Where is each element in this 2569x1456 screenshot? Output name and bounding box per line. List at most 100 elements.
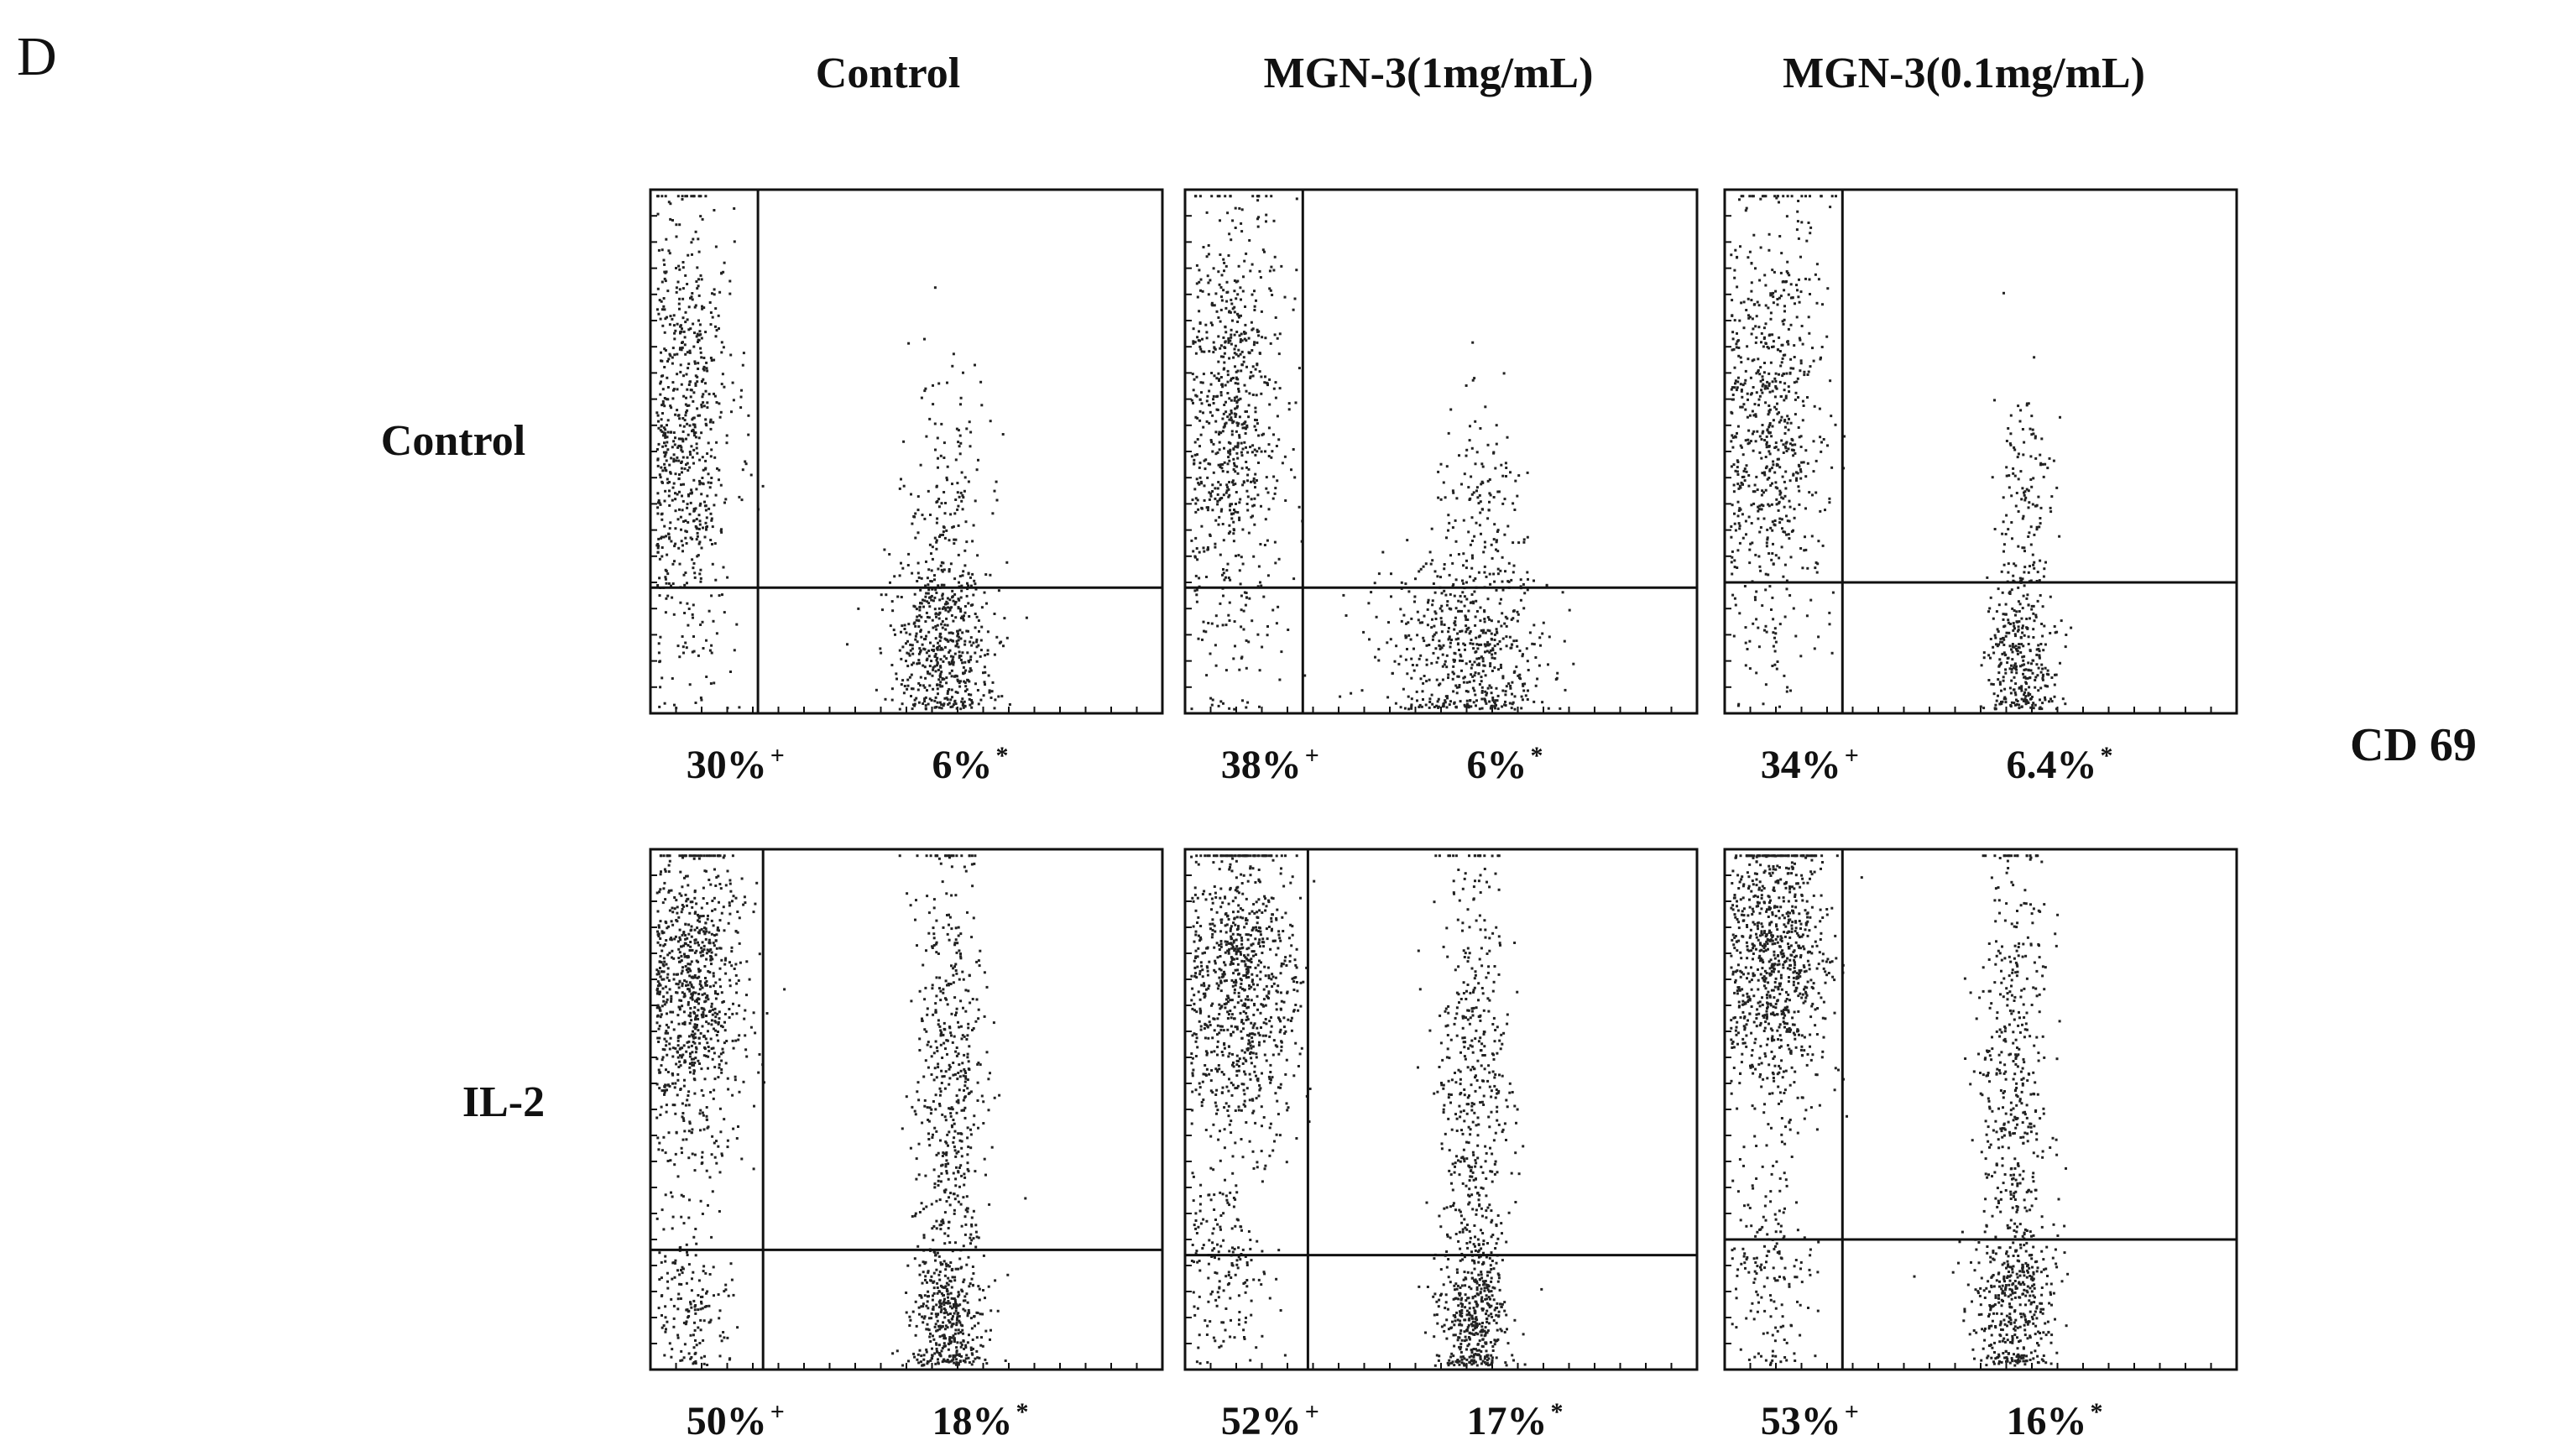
event-dot bbox=[1517, 474, 1521, 478]
event-dot bbox=[684, 195, 687, 198]
event-dot bbox=[916, 618, 920, 622]
event-dot bbox=[2027, 506, 2030, 509]
event-dot bbox=[1803, 549, 1806, 552]
event-dot bbox=[1500, 666, 1502, 670]
event-dot bbox=[1748, 639, 1752, 643]
event-dot bbox=[2019, 470, 2023, 473]
event-dot bbox=[2044, 696, 2046, 699]
event-dot bbox=[701, 305, 703, 308]
event-dot bbox=[1528, 631, 1532, 634]
event-dot bbox=[671, 1010, 675, 1014]
event-dot bbox=[661, 1149, 664, 1152]
event-dot bbox=[1780, 545, 1783, 549]
event-dot bbox=[681, 1138, 685, 1141]
event-dot bbox=[1489, 493, 1492, 497]
event-dot bbox=[1787, 327, 1790, 331]
event-dot bbox=[1831, 591, 1835, 594]
event-dot bbox=[661, 518, 664, 521]
event-dot bbox=[1272, 219, 1276, 222]
event-dot bbox=[1761, 195, 1764, 198]
event-dot bbox=[681, 544, 684, 547]
event-dot bbox=[1447, 673, 1450, 676]
event-dot bbox=[958, 685, 962, 688]
event-dot bbox=[1253, 341, 1256, 344]
event-dot bbox=[697, 554, 700, 557]
event-dot bbox=[1239, 397, 1242, 400]
event-dot bbox=[898, 487, 901, 490]
event-dot bbox=[964, 520, 968, 524]
event-dot bbox=[1486, 616, 1490, 619]
event-dot bbox=[683, 979, 687, 982]
event-dot bbox=[677, 459, 681, 462]
event-dot bbox=[685, 530, 688, 534]
event-dot bbox=[1773, 395, 1777, 399]
event-dot bbox=[691, 1061, 694, 1064]
event-dot bbox=[954, 458, 958, 462]
event-dot bbox=[685, 1050, 688, 1053]
event-dot bbox=[677, 916, 681, 919]
event-dot bbox=[670, 920, 673, 923]
event-dot bbox=[726, 1145, 729, 1149]
event-dot bbox=[1778, 201, 1780, 204]
event-dot bbox=[2017, 600, 2020, 603]
event-dot bbox=[989, 697, 993, 699]
event-dot bbox=[2022, 453, 2025, 457]
event-dot bbox=[704, 977, 707, 979]
event-dot bbox=[1410, 705, 1413, 708]
event-dot bbox=[2012, 688, 2015, 691]
event-dots bbox=[655, 195, 1028, 711]
event-dot bbox=[701, 477, 704, 479]
event-dot bbox=[1207, 281, 1210, 284]
event-dot bbox=[1221, 624, 1224, 627]
event-dot bbox=[700, 546, 703, 550]
event-dot bbox=[693, 928, 697, 932]
event-dot bbox=[1458, 454, 1460, 457]
event-dot bbox=[700, 379, 703, 383]
event-dot bbox=[681, 456, 685, 459]
event-dot bbox=[1222, 702, 1224, 705]
event-dot bbox=[709, 958, 713, 961]
event-dot bbox=[1512, 502, 1515, 505]
event-dot bbox=[718, 883, 722, 885]
event-dot bbox=[945, 638, 948, 641]
event-dot bbox=[1407, 634, 1411, 637]
event-dot bbox=[659, 888, 662, 891]
event-dot bbox=[1512, 639, 1516, 643]
event-dot bbox=[697, 362, 700, 365]
event-dot bbox=[1203, 550, 1206, 553]
event-dot bbox=[1257, 446, 1261, 450]
event-dot bbox=[1249, 446, 1252, 449]
event-dot bbox=[1234, 415, 1237, 418]
event-dot bbox=[1767, 410, 1771, 414]
event-dot bbox=[2012, 629, 2015, 632]
event-dot bbox=[1227, 456, 1230, 459]
event-dot bbox=[1486, 691, 1489, 695]
event-dot bbox=[1762, 702, 1765, 706]
event-dot bbox=[740, 389, 743, 392]
event-dot bbox=[1767, 413, 1770, 416]
event-dot bbox=[1206, 476, 1209, 479]
event-dot bbox=[1466, 618, 1470, 621]
event-dot bbox=[667, 494, 671, 498]
event-dot bbox=[2022, 594, 2025, 598]
event-dot bbox=[724, 957, 728, 960]
event-dot bbox=[1758, 373, 1762, 376]
event-dot bbox=[1485, 693, 1488, 697]
event-dot bbox=[2026, 627, 2029, 630]
event-dot bbox=[1454, 620, 1457, 624]
event-dot bbox=[716, 467, 718, 470]
event-dot bbox=[2044, 643, 2047, 646]
event-dot bbox=[939, 454, 942, 457]
event-dot bbox=[705, 930, 708, 933]
event-dot bbox=[945, 676, 948, 680]
event-dot bbox=[1731, 436, 1735, 439]
plot-frame bbox=[649, 188, 1164, 715]
event-dot bbox=[691, 292, 694, 295]
event-dot bbox=[857, 607, 860, 610]
event-dot bbox=[702, 886, 705, 890]
event-dot bbox=[1475, 610, 1479, 613]
event-dot bbox=[1478, 683, 1481, 686]
event-dot bbox=[1203, 498, 1206, 502]
event-dot bbox=[687, 493, 690, 496]
event-dot bbox=[957, 441, 960, 444]
